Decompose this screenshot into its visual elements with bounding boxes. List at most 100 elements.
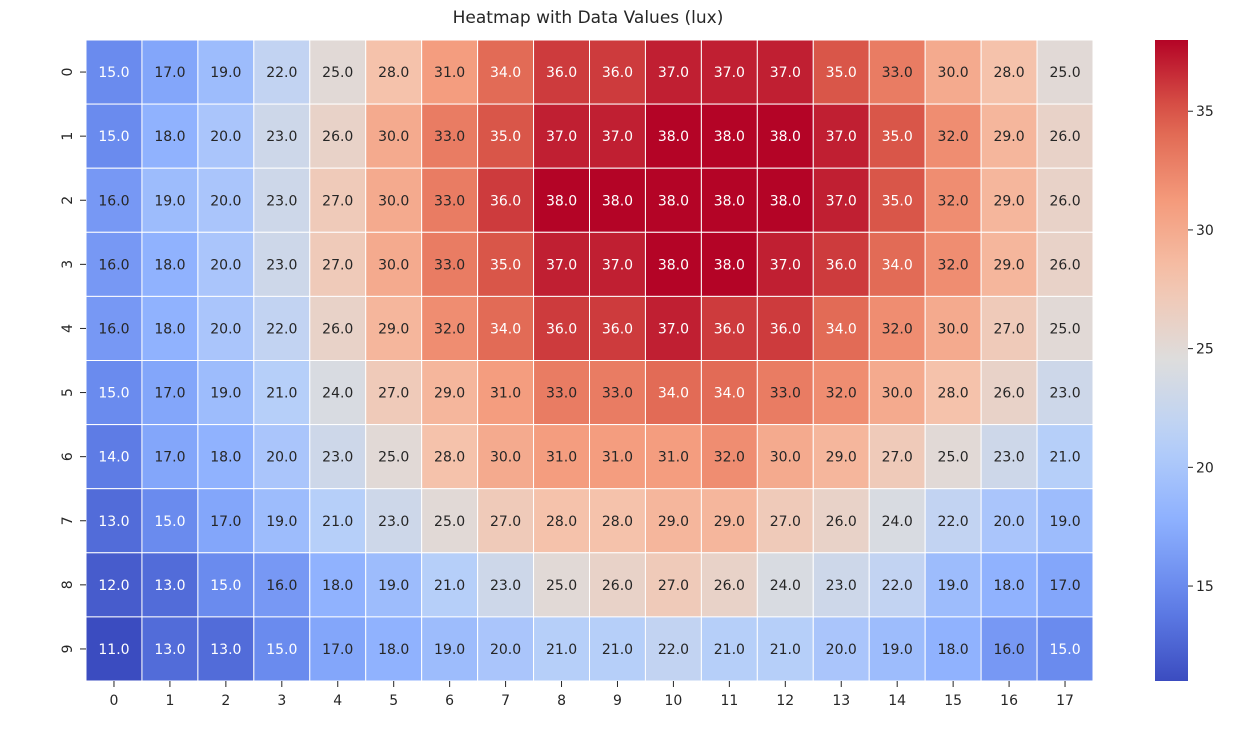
cell-value-label: 25.0	[378, 450, 409, 466]
cell-value-label: 20.0	[210, 193, 241, 209]
cell-value-label: 18.0	[322, 578, 353, 594]
x-axis: 0 1 2 3 4 5 6 7 8 9 10 11 12 13 14 15 16 17	[110, 681, 1074, 709]
heatmap-cell	[1036, 360, 1094, 426]
cell-value-label: 30.0	[882, 386, 913, 402]
cell-value-label: 15.0	[98, 129, 129, 145]
cell-value-label: 16.0	[98, 193, 129, 209]
heatmap-cell	[421, 231, 479, 297]
colorbar-scale	[1155, 40, 1188, 681]
cell-value-label: 24.0	[322, 386, 353, 402]
cell-value-label: 23.0	[1049, 386, 1080, 402]
heatmap-cell	[533, 295, 590, 361]
heatmap-cell	[197, 552, 255, 618]
heatmap-cell	[812, 616, 870, 682]
cell-value-label: 28.0	[546, 514, 577, 530]
x-tick-label: 5	[389, 693, 398, 709]
colorbar: 15 20 25 30 35	[1155, 40, 1214, 681]
cell-value-label: 26.0	[322, 129, 353, 145]
heatmap-cell	[980, 167, 1038, 233]
heatmap-cell	[253, 552, 311, 618]
cell-value-label: 36.0	[490, 193, 521, 209]
heatmap-cell	[644, 167, 702, 233]
heatmap-cell	[309, 231, 367, 297]
cell-value-label: 22.0	[658, 642, 689, 658]
cell-value-label: 29.0	[826, 450, 857, 466]
cell-value-label: 32.0	[938, 193, 969, 209]
cell-value-label: 37.0	[714, 65, 745, 81]
heatmap-cell	[533, 360, 590, 426]
cell-value-label: 37.0	[770, 257, 801, 273]
heatmap-cell	[589, 103, 646, 169]
heatmap-cell	[533, 167, 590, 233]
heatmap-cell	[868, 295, 926, 361]
heatmap-cell	[812, 231, 870, 297]
cell-value-label: 38.0	[658, 193, 689, 209]
heatmap-cell	[477, 552, 535, 618]
cell-value-label: 20.0	[993, 514, 1024, 530]
cell-value-label: 33.0	[434, 193, 465, 209]
cell-value-label: 17.0	[154, 386, 185, 402]
heatmap-cell	[812, 360, 870, 426]
cell-value-label: 26.0	[602, 578, 633, 594]
heatmap-cell	[365, 167, 423, 233]
heatmap-cell	[141, 39, 199, 105]
heatmap-cell	[756, 424, 814, 490]
heatmap-cell	[421, 360, 479, 426]
heatmap-cell	[85, 552, 143, 618]
x-tick-label: 7	[501, 693, 510, 709]
heatmap-cell	[477, 360, 535, 426]
heatmap-cell	[365, 295, 423, 361]
cell-value-label: 35.0	[882, 129, 913, 145]
cell-value-label: 27.0	[490, 514, 521, 530]
cell-value-label: 23.0	[993, 450, 1024, 466]
heatmap-cell	[700, 488, 758, 554]
cell-value-label: 21.0	[602, 642, 633, 658]
cell-value-label: 20.0	[210, 129, 241, 145]
heatmap-cell	[980, 488, 1038, 554]
cell-value-label: 33.0	[434, 129, 465, 145]
cell-value-label: 34.0	[714, 386, 745, 402]
cell-value-label: 19.0	[210, 65, 241, 81]
cell-value-label: 38.0	[602, 193, 633, 209]
cell-value-label: 23.0	[322, 450, 353, 466]
cell-value-label: 26.0	[322, 321, 353, 337]
heatmap-cell	[477, 424, 535, 490]
x-tick-label: 6	[445, 693, 454, 709]
cell-value-label: 17.0	[154, 65, 185, 81]
cell-value-label: 37.0	[602, 257, 633, 273]
cell-value-label: 34.0	[490, 65, 521, 81]
heatmap-cell	[197, 295, 255, 361]
heatmap-cell	[309, 360, 367, 426]
cell-value-label: 21.0	[770, 642, 801, 658]
heatmap-cell	[589, 231, 646, 297]
cell-value-label: 38.0	[770, 129, 801, 145]
cell-value-label: 13.0	[98, 514, 129, 530]
cell-value-label: 25.0	[322, 65, 353, 81]
heatmap-cell	[85, 103, 143, 169]
heatmap-cell	[197, 488, 255, 554]
cell-value-label: 16.0	[266, 578, 297, 594]
cell-value-label: 22.0	[266, 65, 297, 81]
cell-value-label: 18.0	[938, 642, 969, 658]
cell-value-label: 29.0	[378, 321, 409, 337]
heatmap-cell	[924, 295, 982, 361]
cell-value-label: 36.0	[602, 321, 633, 337]
cell-value-label: 15.0	[98, 386, 129, 402]
cell-value-label: 25.0	[546, 578, 577, 594]
heatmap-cell	[253, 360, 311, 426]
cell-value-label: 38.0	[714, 129, 745, 145]
heatmap-cell	[589, 295, 646, 361]
heatmap-cell	[924, 488, 982, 554]
heatmap-cell	[253, 488, 311, 554]
heatmap-cell	[589, 167, 646, 233]
cell-value-label: 26.0	[993, 386, 1024, 402]
heatmap-cell	[812, 167, 870, 233]
cell-value-label: 19.0	[154, 193, 185, 209]
heatmap-cell	[1036, 39, 1094, 105]
cell-value-label: 27.0	[378, 386, 409, 402]
y-tick-label: 6	[60, 452, 76, 461]
y-tick-label: 5	[60, 388, 76, 397]
cell-value-label: 28.0	[993, 65, 1024, 81]
heatmap-cell	[1036, 103, 1094, 169]
